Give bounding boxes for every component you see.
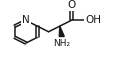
Text: NH₂: NH₂ [53, 39, 70, 48]
Text: O: O [66, 0, 75, 10]
Polygon shape [59, 26, 64, 37]
Text: OH: OH [84, 16, 100, 25]
Text: N: N [22, 16, 30, 25]
